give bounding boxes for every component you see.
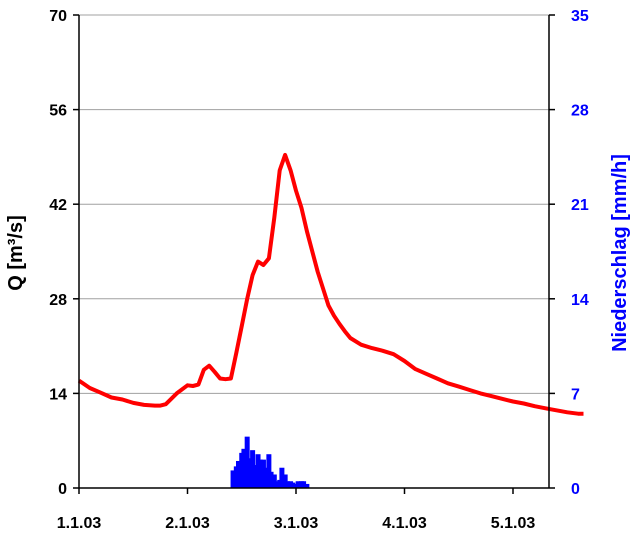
x-tick-label-2: 3.1.03 [274,515,319,532]
left-tick-label-5: 70 [49,8,67,25]
gridlines [79,14,549,394]
left-tick-label-4: 56 [49,103,67,120]
precip-bar-14 [268,471,274,488]
right-axis-title: Niederschlag [mm/h] [609,154,631,352]
precip-bar-16 [273,481,279,488]
precip-bar-26 [301,481,307,488]
precip-bar-13 [266,454,272,488]
right-tick-label-5: 35 [571,8,589,25]
x-tick-label-1: 2.1.03 [165,515,210,532]
left-tick-label-1: 14 [49,386,67,403]
precipitation-bars [230,436,310,488]
left-tick-label-0: 0 [58,481,67,498]
right-tick-label-3: 21 [571,197,589,214]
x-tick-label-3: 4.1.03 [382,515,427,532]
precip-bar-4 [241,448,247,488]
x-tick-label-0: 1.1.03 [57,515,102,532]
x-tick-label-4: 5.1.03 [491,515,536,532]
right-tick-label-4: 28 [571,103,589,120]
precip-bar-10 [257,459,263,488]
precip-bar-6 [246,458,252,488]
precip-bar-24 [295,481,301,488]
tick-labels: 0 14 28 42 56 70 0 7 14 21 28 35 1.1.03 2.1.03 3.1.03 4… [49,8,589,532]
precip-bar-20 [284,481,290,488]
right-tick-label-1: 7 [571,386,580,403]
precip-bar-2 [235,460,241,488]
precip-bar-8 [252,465,258,488]
precip-bar-27 [304,483,310,488]
right-tick-label-0: 0 [571,481,580,498]
left-tick-label-3: 42 [49,197,67,214]
left-tick-label-2: 28 [49,292,67,309]
discharge-line-group [77,152,584,416]
axes [73,14,555,494]
precip-bar-22 [290,482,296,488]
discharge-line [77,152,584,416]
precip-bar-0 [230,470,236,488]
left-axis-title: Q [m³/s] [5,215,27,291]
precip-bar-18 [279,467,285,488]
precip-bar-12 [263,467,269,488]
right-tick-label-2: 14 [571,292,589,309]
